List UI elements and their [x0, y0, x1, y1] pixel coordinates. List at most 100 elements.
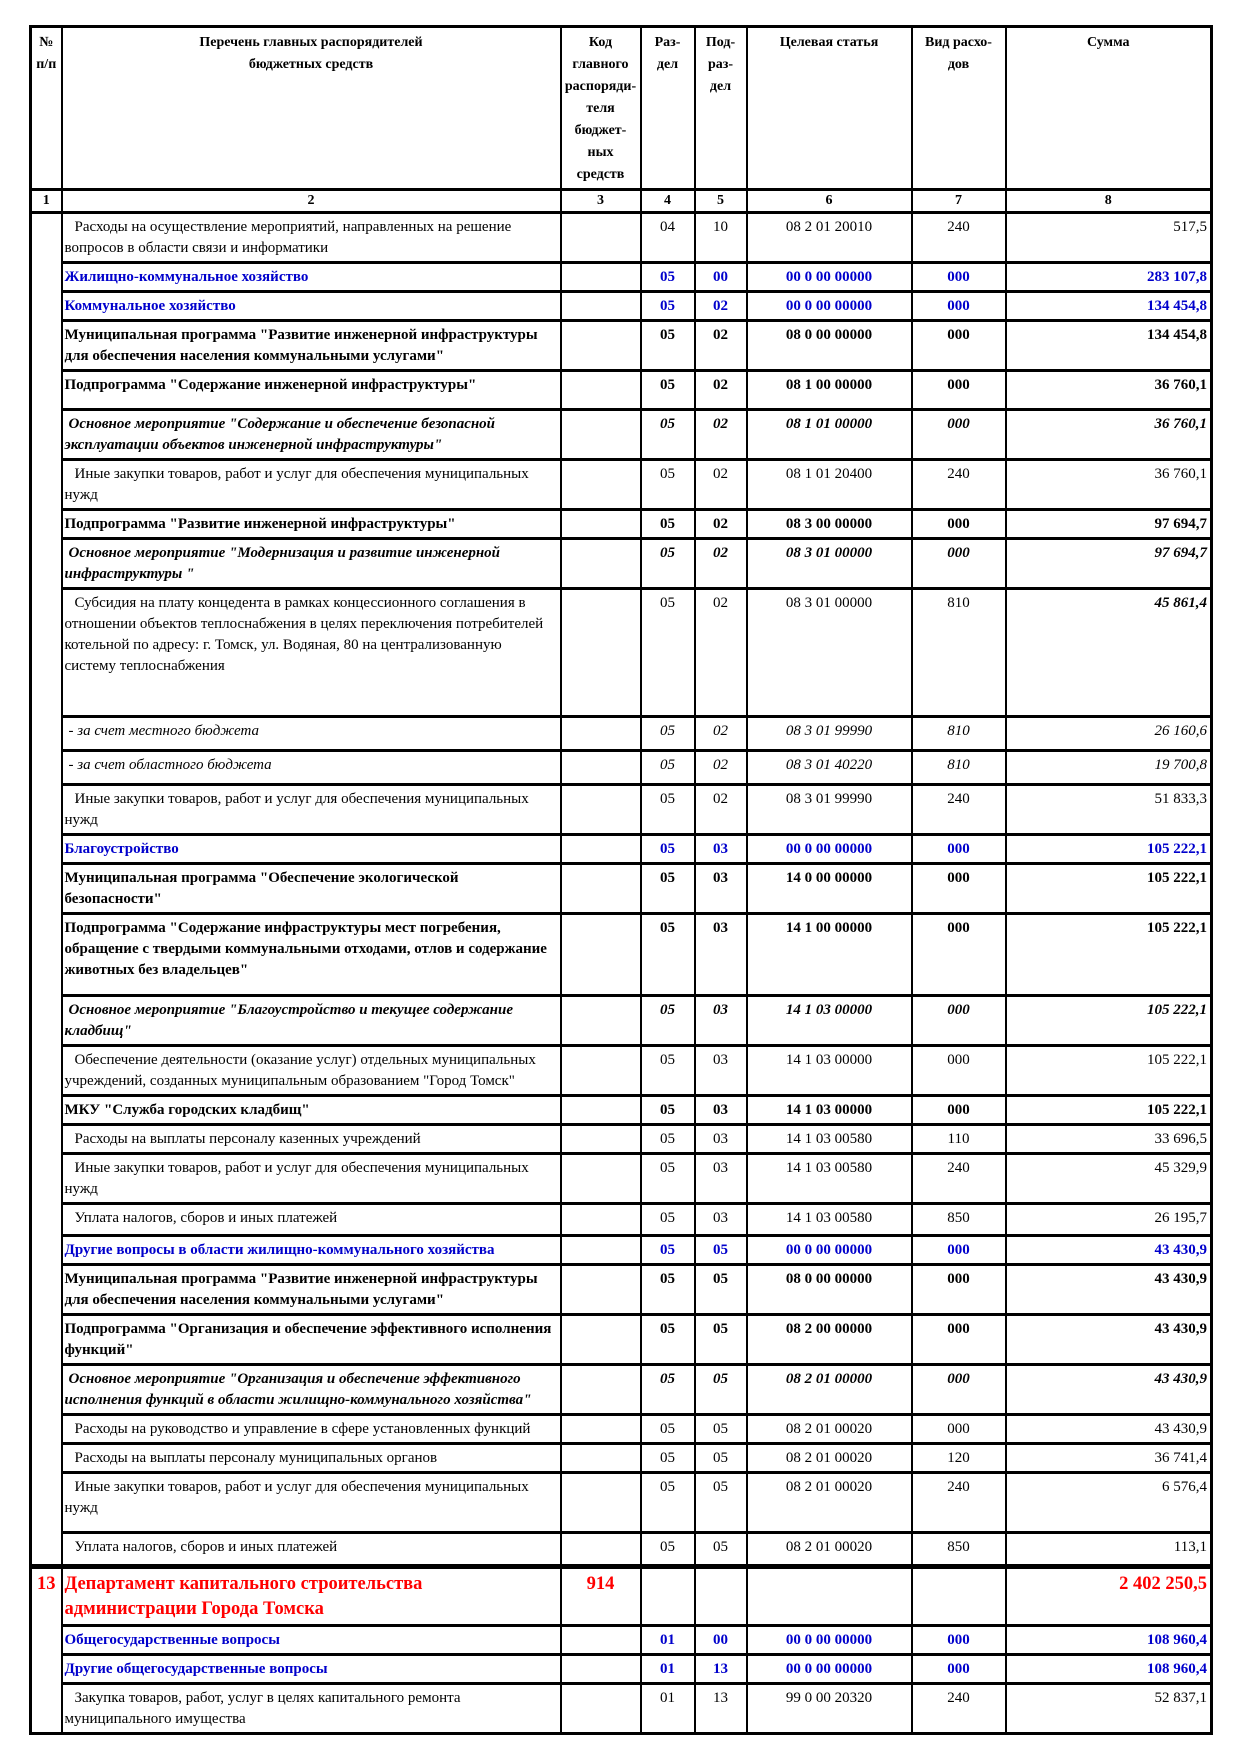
expense-name-cell: Расходы на выплаты персоналу муниципальн… [60, 1442, 562, 1474]
expense-type-cell: 000 [910, 1044, 1007, 1097]
col-index-7: 7 [910, 188, 1007, 214]
table-row: Основное мероприятие "Модернизация и раз… [31, 537, 1213, 590]
podrazdel-cell: 02 [693, 587, 748, 718]
grbs-code-cell [559, 1152, 642, 1205]
amount-cell: 45 861,4 [1004, 587, 1213, 718]
grbs-code-cell [559, 833, 642, 865]
expense-type-cell: 110 [910, 1123, 1007, 1155]
grbs-code-cell [559, 1094, 642, 1126]
table-row: Уплата налогов, сборов и иных платежей 05… [31, 1531, 1213, 1568]
amount-cell: 19 700,8 [1004, 749, 1213, 786]
expense-type-cell: 240 [910, 1152, 1007, 1205]
podrazdel-cell: 02 [693, 508, 748, 540]
table-row: Расходы на осуществление мероприятий, на… [29, 211, 1213, 1568]
expense-type-cell: 000 [910, 319, 1007, 372]
table-row: 13 Департамент капитального строительства… [29, 1564, 1213, 1735]
expense-type-cell: 240 [910, 458, 1007, 511]
table-row: Субсидия на плату концедента в рамках ко… [31, 587, 1213, 718]
podrazdel-cell: 13 [693, 1653, 748, 1685]
grbs-code-cell [559, 1442, 642, 1474]
table-row: Муниципальная программа "Обеспечение эко… [31, 862, 1213, 915]
expense-type-cell: 000 [910, 862, 1007, 915]
grbs-code-cell [559, 783, 642, 836]
podrazdel-cell: 05 [693, 1263, 748, 1316]
target-article-cell: 08 2 01 00020 [745, 1531, 913, 1568]
expense-type-cell: 240 [910, 783, 1007, 836]
grbs-code-cell [559, 537, 642, 590]
expense-name-cell: Расходы на осуществление мероприятий, на… [60, 211, 562, 264]
podrazdel-cell: 03 [693, 862, 748, 915]
target-article-cell: 08 2 01 00020 [745, 1413, 913, 1445]
podrazdel-cell: 03 [693, 1202, 748, 1237]
expense-type-cell: 000 [910, 1263, 1007, 1316]
razdel-cell: 05 [639, 1413, 696, 1445]
expense-name-cell: Муниципальная программа "Развитие инжене… [60, 319, 562, 372]
table-row: Иные закупки товаров, работ и услуг для … [31, 1152, 1213, 1205]
expense-name-cell: Подпрограмма "Содержание инженерной инфр… [60, 369, 562, 411]
table-row: Муниципальная программа "Развитие инжене… [31, 319, 1213, 372]
target-article-cell: 08 3 01 99990 [745, 715, 913, 752]
podrazdel-cell: 05 [693, 1413, 748, 1445]
grbs-code-cell [559, 1682, 642, 1735]
target-article-cell: 08 2 01 00020 [745, 1442, 913, 1474]
col-header-num: № п/п [29, 25, 63, 191]
table-row: Расходы на руководство и управление в сф… [31, 1413, 1213, 1445]
razdel-cell: 05 [639, 537, 696, 590]
expense-name-cell: Иные закупки товаров, работ и услуг для … [60, 458, 562, 511]
budget-table-body: Расходы на осуществление мероприятий, на… [29, 211, 1213, 1735]
col-index-5: 5 [693, 188, 748, 214]
podrazdel-cell: 05 [693, 1471, 748, 1534]
podrazdel-cell: 03 [693, 1152, 748, 1205]
expense-type-cell: 000 [910, 290, 1007, 322]
target-article-cell: 00 0 00 00000 [745, 1653, 913, 1685]
podrazdel-cell: 02 [693, 458, 748, 511]
podrazdel-cell: 05 [693, 1442, 748, 1474]
expense-type-cell: 810 [910, 715, 1007, 752]
amount-cell: 36 760,1 [1004, 458, 1213, 511]
razdel-cell: 05 [639, 715, 696, 752]
grbs-code-cell [559, 1123, 642, 1155]
razdel-cell: 05 [639, 290, 696, 322]
podrazdel-cell: 03 [693, 912, 748, 997]
expense-name-cell: Иные закупки товаров, работ и услуг для … [60, 1471, 562, 1534]
target-article-cell: 08 1 00 00000 [745, 369, 913, 411]
expense-type-cell: 000 [910, 508, 1007, 540]
expense-name-cell: Субсидия на плату концедента в рамках ко… [60, 587, 562, 718]
expense-name-cell: Другие общегосударственные вопросы [60, 1653, 562, 1685]
target-article-cell [745, 1564, 913, 1627]
grbs-code-cell [559, 261, 642, 293]
row-number-cell [29, 211, 63, 1568]
podrazdel-cell: 00 [693, 1624, 748, 1656]
target-article-cell: 14 1 03 00000 [745, 994, 913, 1047]
podrazdel-cell: 00 [693, 261, 748, 293]
expense-name-cell: Обеспечение деятельности (оказание услуг… [60, 1044, 562, 1097]
target-article-cell: 14 1 03 00580 [745, 1123, 913, 1155]
table-row: Уплата налогов, сборов и иных платежей 05… [31, 1202, 1213, 1237]
table-header-row: № п/п Перечень главных распорядителей бю… [29, 25, 1213, 191]
table-row: МКУ "Служба городских кладбищ" 05 03 14 1 0… [31, 1094, 1213, 1126]
target-article-cell: 00 0 00 00000 [745, 1234, 913, 1266]
grbs-code-cell [559, 319, 642, 372]
grbs-code-cell [559, 1531, 642, 1568]
razdel-cell: 01 [639, 1653, 696, 1685]
amount-cell: 36 741,4 [1004, 1442, 1213, 1474]
razdel-cell: 05 [639, 862, 696, 915]
target-article-cell: 08 0 00 00000 [745, 319, 913, 372]
table-row: Подпрограмма "Развитие инженерной инфрас… [31, 508, 1213, 540]
amount-cell: 108 960,4 [1004, 1653, 1213, 1685]
target-article-cell: 08 0 00 00000 [745, 1263, 913, 1316]
target-article-cell: 08 1 01 20400 [745, 458, 913, 511]
expense-name-cell: Иные закупки товаров, работ и услуг для … [60, 1152, 562, 1205]
table-row: Подпрограмма "Содержание инфраструктуры … [31, 912, 1213, 997]
target-article-cell: 08 3 01 40220 [745, 749, 913, 786]
expense-type-cell: 850 [910, 1202, 1007, 1237]
table-row: - за счет областного бюджета 05 02 08 3 01 … [31, 749, 1213, 786]
col-header-expense-type: Вид расхо- дов [910, 25, 1007, 191]
expense-name-cell: Департамент капитального строительства а… [60, 1564, 562, 1627]
expense-name-cell: Основное мероприятие "Содержание и обесп… [60, 408, 562, 461]
expense-name-cell: Закупка товаров, работ, услуг в целях ка… [60, 1682, 562, 1735]
podrazdel-cell: 03 [693, 994, 748, 1047]
table-row: Коммунальное хозяйство 05 02 00 0 00 00000 0… [31, 290, 1213, 322]
podrazdel-cell: 13 [693, 1682, 748, 1735]
table-row: Иные закупки товаров, работ и услуг для … [31, 1471, 1213, 1534]
